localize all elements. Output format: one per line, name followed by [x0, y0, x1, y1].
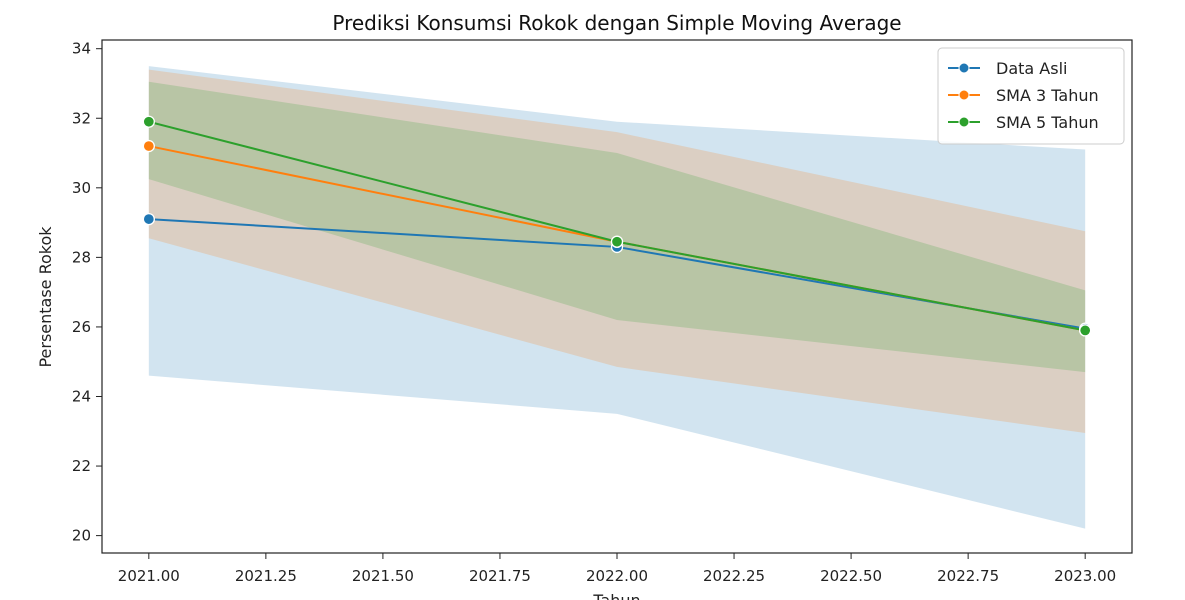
legend-label-sma-3-tahun: SMA 3 Tahun: [996, 86, 1099, 105]
y-tick-label: 30: [72, 179, 91, 197]
x-tick-label: 2021.00: [118, 567, 180, 585]
chart-title: Prediksi Konsumsi Rokok dengan Simple Mo…: [332, 11, 901, 35]
legend-marker-data-asli: [958, 62, 970, 74]
y-tick-label: 24: [72, 387, 91, 405]
sma-5-tahun-point: [142, 115, 155, 128]
sma-5-tahun-point: [1079, 324, 1092, 337]
sma-3-tahun-point: [142, 139, 155, 153]
legend-label-data-asli: Data Asli: [996, 59, 1067, 78]
x-tick-label: 2022.50: [820, 567, 882, 585]
x-tick-label: 2023.00: [1054, 567, 1116, 585]
legend-marker-sma-5-tahun: [958, 116, 970, 128]
sma-5-tahun-band: [148, 81, 1086, 373]
legend-label-sma-5-tahun: SMA 5 Tahun: [996, 113, 1099, 132]
y-tick-label: 20: [72, 527, 91, 545]
sma-5-tahun-point: [610, 235, 624, 248]
y-tick-label: 32: [72, 109, 91, 127]
y-tick-label: 28: [72, 248, 91, 266]
y-tick-label: 34: [72, 40, 91, 58]
x-tick-label: 2022.00: [586, 567, 648, 585]
y-axis-ticks: 20 22 24 26 28 30 32 34: [72, 40, 102, 545]
legend: Data Asli SMA 3 Tahun SMA 5 Tahun: [937, 47, 1125, 145]
series-markers: [142, 115, 1092, 337]
y-tick-label: 26: [72, 318, 91, 336]
x-axis-label: Tahun: [592, 591, 640, 600]
x-tick-label: 2021.75: [469, 567, 531, 585]
x-tick-label: 2022.25: [703, 567, 765, 585]
legend-box: [937, 47, 1125, 145]
x-axis-ticks: 2021.00 2021.25 2021.50 2021.75 2022.00 2022.…: [118, 553, 1116, 585]
legend-marker-sma-3-tahun: [958, 89, 970, 101]
x-tick-label: 2021.25: [235, 567, 297, 585]
y-axis-label: Persentase Rokok: [36, 226, 55, 368]
x-tick-label: 2021.50: [352, 567, 414, 585]
x-tick-label: 2022.75: [937, 567, 999, 585]
y-tick-label: 22: [72, 457, 91, 475]
data-asli-point: [142, 212, 155, 226]
